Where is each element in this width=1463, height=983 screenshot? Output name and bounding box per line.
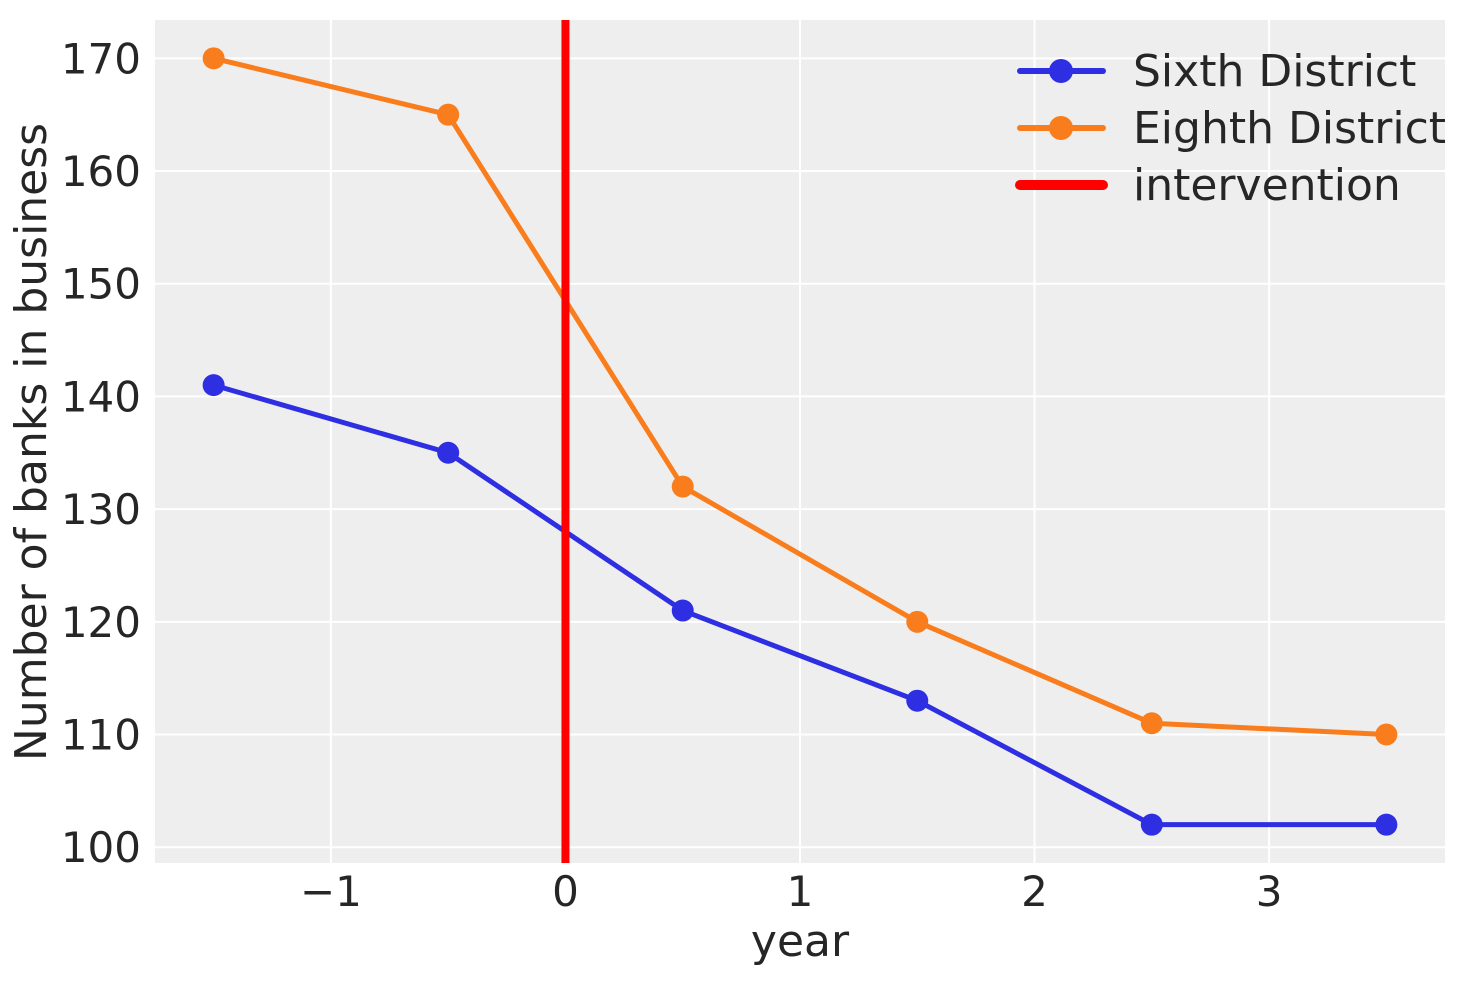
- data-point-eighth-district-3: [906, 610, 929, 633]
- y-tick-label-100: 100: [61, 823, 141, 872]
- data-point-eighth-district-4: [1140, 712, 1163, 735]
- legend-item-intervention: intervention: [1015, 160, 1401, 211]
- data-point-eighth-district-5: [1375, 723, 1398, 746]
- legend: Sixth District Eighth District interventio…: [1015, 46, 1446, 211]
- series-line-sixth-district: [211, 382, 1389, 828]
- y-tick-label-150: 150: [61, 260, 141, 309]
- plot-area: 100 110 120 130 140 150 160 170 −1 0 1 2 3: [61, 20, 1445, 916]
- y-tick-label-110: 110: [61, 711, 141, 760]
- legend-label-intervention: intervention: [1133, 160, 1401, 211]
- data-point-sixth-district-2: [671, 599, 694, 622]
- legend-label-sixth-district: Sixth District: [1133, 46, 1416, 97]
- series-line-eighth-district: [211, 55, 1389, 738]
- legend-item-sixth-district: Sixth District: [1017, 46, 1416, 97]
- x-tick-label-2: 2: [1021, 867, 1048, 916]
- data-point-sixth-district-0: [202, 374, 225, 397]
- y-tick-label-170: 170: [61, 34, 141, 83]
- x-tick-label-0: 0: [552, 867, 579, 916]
- data-point-eighth-district-0: [202, 47, 225, 70]
- legend-label-eighth-district: Eighth District: [1133, 103, 1446, 154]
- legend-marker-eighth-district: [1049, 116, 1073, 140]
- x-tick-label--1: −1: [300, 867, 362, 916]
- data-point-sixth-district-5: [1375, 813, 1398, 836]
- legend-marker-sixth-district: [1049, 59, 1073, 83]
- data-point-sixth-district-4: [1140, 813, 1163, 836]
- x-tick-label-1: 1: [787, 867, 814, 916]
- y-axis-label: Number of banks in business: [6, 123, 57, 761]
- data-point-eighth-district-1: [437, 103, 460, 126]
- x-axis-label: year: [751, 916, 850, 967]
- y-tick-label-130: 130: [61, 485, 141, 534]
- x-tick-label-3: 3: [1256, 867, 1283, 916]
- legend-item-eighth-district: Eighth District: [1017, 103, 1446, 154]
- data-point-sixth-district-1: [437, 441, 460, 464]
- y-tick-label-120: 120: [61, 598, 141, 647]
- y-tick-label-140: 140: [61, 372, 141, 421]
- y-tick-label-160: 160: [61, 147, 141, 196]
- data-point-eighth-district-2: [671, 475, 694, 498]
- data-point-sixth-district-3: [906, 689, 929, 712]
